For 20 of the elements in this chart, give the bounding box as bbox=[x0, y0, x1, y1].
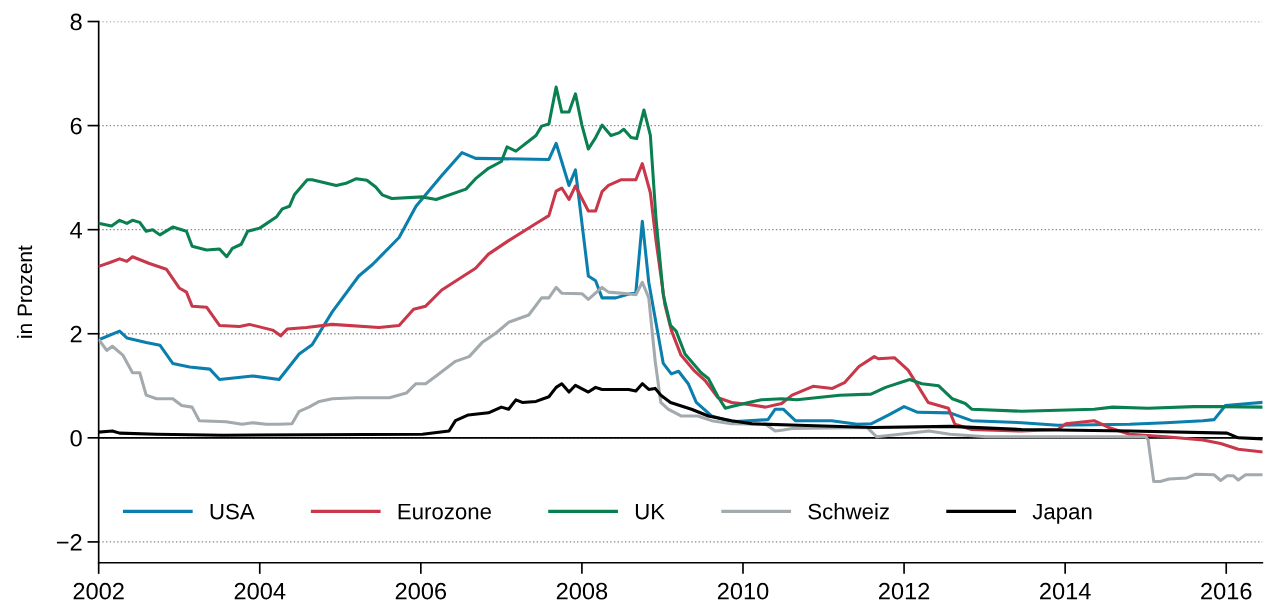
x-tick-label: 2016 bbox=[1201, 582, 1252, 600]
x-tick-label: 2002 bbox=[73, 582, 124, 600]
legend-label: UK bbox=[635, 503, 665, 520]
x-tick-label: 2008 bbox=[556, 582, 608, 600]
x-tick-label: 2010 bbox=[717, 582, 769, 600]
x-tick-label: 2006 bbox=[395, 582, 447, 600]
y-tick-label: 2 bbox=[70, 325, 82, 343]
y-tick-label: 6 bbox=[70, 117, 82, 135]
y-tick-label: 4 bbox=[70, 221, 83, 239]
y-tick-label: 8 bbox=[70, 13, 82, 31]
x-tick-label: 2014 bbox=[1040, 582, 1091, 600]
legend-label: Japan bbox=[1032, 503, 1092, 524]
y-tick-label: 0 bbox=[70, 429, 82, 447]
legend-label: Eurozone bbox=[398, 503, 491, 520]
legend-label: USA bbox=[210, 503, 255, 520]
x-tick-label: 2012 bbox=[879, 582, 930, 600]
y-axis-title: in Prozent bbox=[16, 245, 33, 338]
y-tick-label: −2 bbox=[56, 533, 82, 551]
legend-label: Schweiz bbox=[808, 503, 889, 520]
x-tick-label: 2004 bbox=[234, 582, 286, 600]
